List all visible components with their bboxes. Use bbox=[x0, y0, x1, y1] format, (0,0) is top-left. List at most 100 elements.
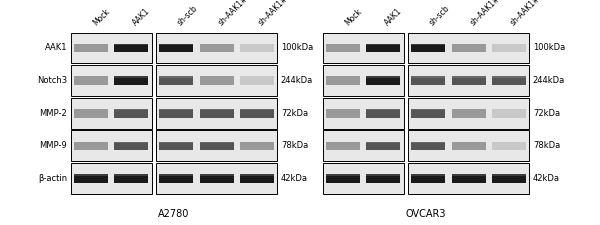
Bar bbox=[159, 44, 193, 52]
Bar bbox=[240, 76, 274, 85]
Bar bbox=[115, 142, 148, 143]
Bar bbox=[452, 174, 485, 183]
Bar bbox=[115, 44, 148, 45]
Bar bbox=[240, 109, 274, 110]
Bar bbox=[411, 142, 445, 150]
Bar bbox=[408, 98, 529, 128]
Bar bbox=[74, 44, 108, 52]
Bar bbox=[159, 44, 193, 45]
Text: sh-scb: sh-scb bbox=[176, 3, 200, 27]
Bar bbox=[200, 109, 233, 117]
Bar bbox=[200, 109, 233, 110]
Bar bbox=[159, 174, 193, 183]
Bar bbox=[411, 44, 445, 45]
Bar bbox=[323, 65, 404, 96]
Text: 42kDa: 42kDa bbox=[533, 174, 560, 183]
Text: sh-AAK1#1: sh-AAK1#1 bbox=[469, 0, 505, 27]
Bar bbox=[411, 174, 445, 176]
Bar bbox=[71, 130, 152, 161]
Text: sh-AAK1#2: sh-AAK1#2 bbox=[257, 0, 294, 27]
Bar bbox=[115, 44, 148, 52]
Bar bbox=[240, 44, 274, 52]
Bar bbox=[411, 174, 445, 183]
Text: AAK1: AAK1 bbox=[383, 6, 404, 27]
Bar bbox=[326, 174, 360, 183]
Bar bbox=[200, 174, 233, 183]
Bar bbox=[411, 44, 445, 52]
Text: AAK1: AAK1 bbox=[44, 43, 67, 52]
Text: sh-AAK1#1: sh-AAK1#1 bbox=[217, 0, 253, 27]
Text: Mock: Mock bbox=[91, 7, 112, 27]
Bar bbox=[367, 44, 400, 52]
Bar bbox=[74, 76, 108, 85]
Bar bbox=[367, 44, 400, 45]
Text: 72kDa: 72kDa bbox=[533, 109, 560, 118]
Bar bbox=[452, 76, 485, 78]
Text: 244kDa: 244kDa bbox=[281, 76, 313, 85]
Bar bbox=[115, 109, 148, 110]
Bar bbox=[411, 76, 445, 78]
Bar bbox=[452, 76, 485, 85]
Bar bbox=[326, 76, 360, 85]
Bar bbox=[323, 130, 404, 161]
Bar bbox=[367, 174, 400, 183]
Bar bbox=[492, 109, 526, 117]
Text: Notch3: Notch3 bbox=[37, 76, 67, 85]
Bar bbox=[159, 109, 193, 110]
Bar bbox=[200, 142, 233, 150]
Bar bbox=[408, 163, 529, 194]
Bar bbox=[71, 163, 152, 194]
Bar bbox=[492, 44, 526, 52]
Bar bbox=[74, 174, 108, 176]
Bar bbox=[200, 76, 233, 85]
Bar bbox=[492, 174, 526, 183]
Bar bbox=[367, 76, 400, 78]
Bar bbox=[326, 174, 360, 176]
Bar bbox=[156, 130, 277, 161]
Bar bbox=[492, 174, 526, 176]
Text: Mock: Mock bbox=[343, 7, 364, 27]
Bar bbox=[74, 142, 108, 150]
Bar bbox=[492, 76, 526, 85]
Bar bbox=[71, 65, 152, 96]
Bar bbox=[452, 174, 485, 176]
Bar bbox=[156, 163, 277, 194]
Text: 244kDa: 244kDa bbox=[533, 76, 565, 85]
Bar bbox=[156, 65, 277, 96]
Bar bbox=[200, 142, 233, 143]
Bar bbox=[240, 174, 274, 176]
Bar bbox=[367, 76, 400, 85]
Bar bbox=[159, 76, 193, 78]
Bar bbox=[156, 98, 277, 128]
Bar bbox=[71, 98, 152, 128]
Text: 78kDa: 78kDa bbox=[281, 141, 308, 150]
Bar bbox=[408, 130, 529, 161]
Bar bbox=[326, 109, 360, 117]
Bar bbox=[411, 109, 445, 117]
Bar bbox=[159, 142, 193, 143]
Bar bbox=[74, 109, 108, 117]
Bar bbox=[74, 174, 108, 183]
Text: 78kDa: 78kDa bbox=[533, 141, 560, 150]
Bar bbox=[411, 76, 445, 85]
Text: AAK1: AAK1 bbox=[131, 6, 152, 27]
Bar bbox=[115, 174, 148, 176]
Bar bbox=[367, 174, 400, 176]
Bar bbox=[115, 76, 148, 78]
Bar bbox=[323, 163, 404, 194]
Bar bbox=[492, 76, 526, 78]
Bar bbox=[452, 109, 485, 117]
Bar bbox=[156, 33, 277, 63]
Bar bbox=[159, 142, 193, 150]
Bar bbox=[452, 142, 485, 150]
Bar bbox=[115, 76, 148, 85]
Text: sh-AAK1#2: sh-AAK1#2 bbox=[509, 0, 546, 27]
Bar bbox=[323, 33, 404, 63]
Bar bbox=[71, 33, 152, 63]
Bar bbox=[367, 142, 400, 150]
Bar bbox=[159, 174, 193, 176]
Bar bbox=[492, 142, 526, 150]
Bar bbox=[200, 174, 233, 176]
Bar bbox=[115, 174, 148, 183]
Bar bbox=[411, 109, 445, 110]
